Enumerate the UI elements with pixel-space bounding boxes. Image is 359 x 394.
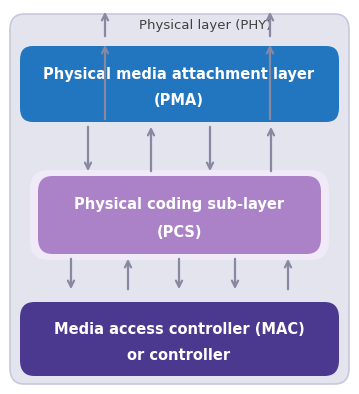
Text: Physical media attachment layer: Physical media attachment layer <box>43 67 314 82</box>
Text: Physical coding sub-layer: Physical coding sub-layer <box>74 197 284 212</box>
Text: Physical layer (PHY): Physical layer (PHY) <box>139 19 271 32</box>
Text: Media access controller (MAC): Media access controller (MAC) <box>53 322 304 337</box>
FancyBboxPatch shape <box>10 14 349 384</box>
Text: (PMA): (PMA) <box>154 93 204 108</box>
FancyBboxPatch shape <box>20 46 339 122</box>
FancyBboxPatch shape <box>20 302 339 376</box>
Text: (PCS): (PCS) <box>156 225 202 240</box>
Text: or controller: or controller <box>127 348 230 363</box>
FancyBboxPatch shape <box>30 170 329 260</box>
FancyBboxPatch shape <box>38 176 321 254</box>
